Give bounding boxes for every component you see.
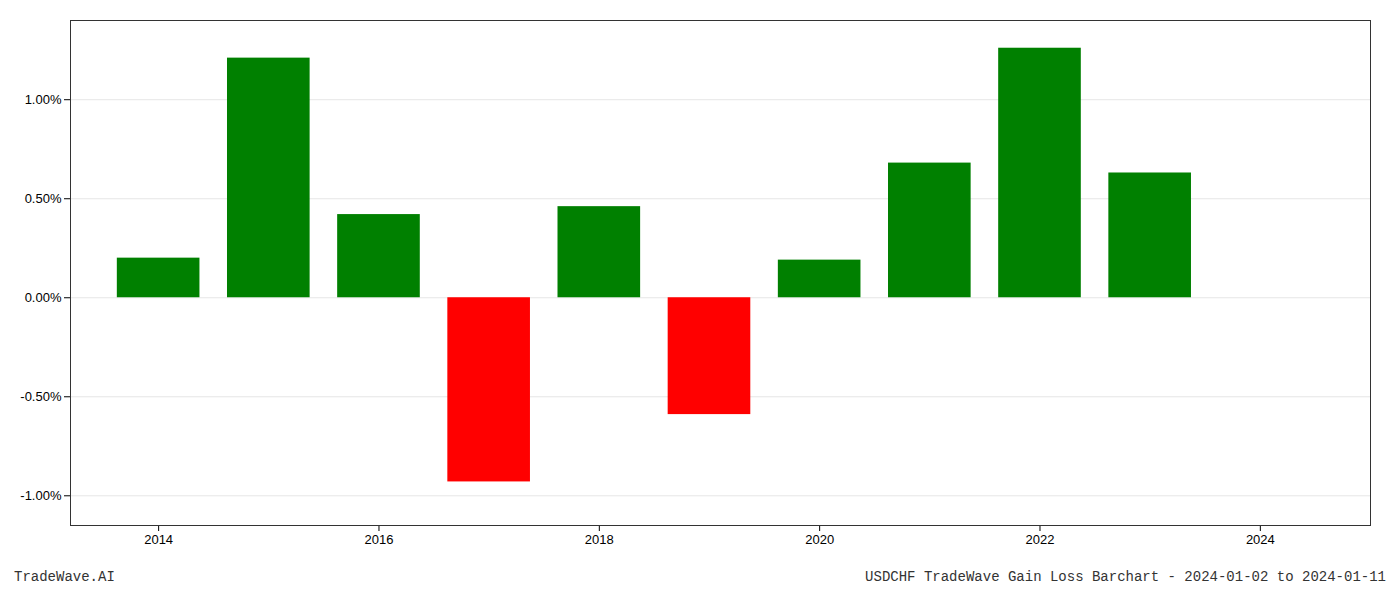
svg-text:0.00%: 0.00%: [25, 290, 62, 305]
svg-text:2020: 2020: [805, 532, 834, 547]
svg-text:1.00%: 1.00%: [25, 92, 62, 107]
svg-text:0.50%: 0.50%: [25, 191, 62, 206]
svg-text:-0.50%: -0.50%: [20, 389, 62, 404]
svg-text:2014: 2014: [144, 532, 173, 547]
svg-text:2024: 2024: [1246, 532, 1275, 547]
svg-text:-1.00%: -1.00%: [20, 488, 62, 503]
svg-text:2018: 2018: [585, 532, 614, 547]
html-text:TradeWave.AI: TradeWave.AI: [14, 569, 115, 585]
svg-text:2016: 2016: [365, 532, 394, 547]
html-text:USDCHF TradeWave Gain Loss Bar: USDCHF TradeWave Gain Loss Barchart - 20…: [865, 569, 1386, 585]
svg-text:2022: 2022: [1026, 532, 1055, 547]
